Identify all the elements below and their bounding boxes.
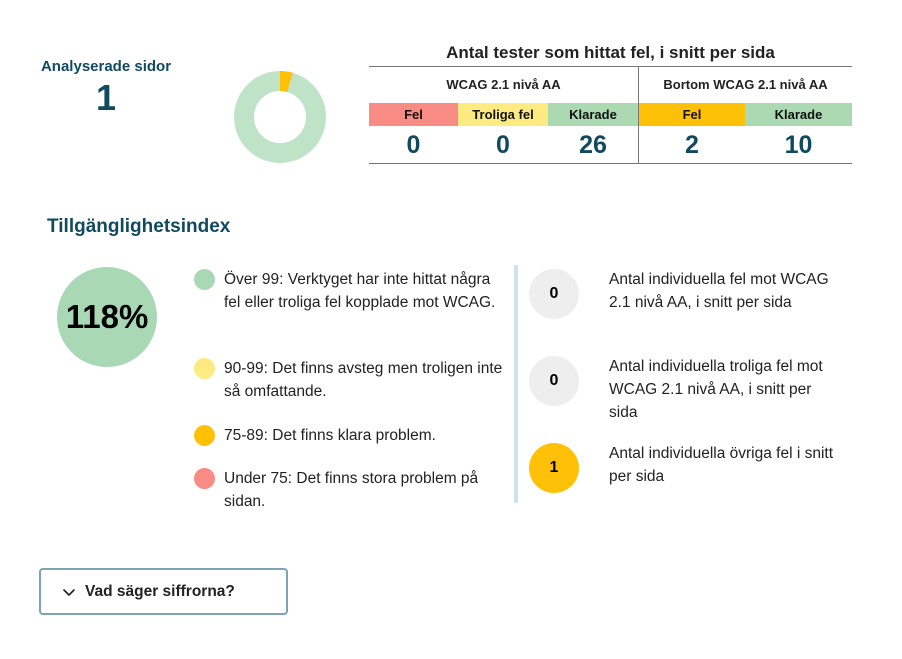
beyond-col-fel: Fel 2 [639, 103, 745, 164]
wcag-klarade-value: 26 [579, 131, 607, 159]
stat-individual-other-errors: 1 Antal individuella övriga fel i snitt … [529, 442, 833, 512]
stat-count-badge: 0 [529, 269, 579, 319]
legend-text: 90-99: Det finns avsteg men troligen int… [224, 360, 503, 400]
divider [514, 265, 518, 503]
beyond-klarade-header: Klarade [745, 103, 852, 126]
analysed-pages-count: 1 [95, 77, 117, 118]
accessibility-index-value: 118% [57, 267, 157, 367]
analysed-pages-label: Analyserade sidor [40, 58, 172, 75]
index-legend: Över 99: Verktyget har inte hittat några… [194, 268, 504, 513]
beyond-fel-header: Fel [639, 103, 745, 126]
beyond-col-klarade: Klarade 10 [745, 103, 852, 164]
stat-individual-likely-errors: 0 Antal individuella troliga fel mot WCA… [529, 355, 829, 425]
stat-text: Antal individuella fel mot WCAG 2.1 nivå… [609, 271, 829, 311]
wcag-fel-header: Fel [369, 103, 458, 126]
tests-table: WCAG 2.1 nivå AA Fel 0 Troliga fel 0 Kla… [369, 66, 852, 164]
donut-fail-segment [234, 71, 326, 163]
wcag-troliga-fel-header: Troliga fel [458, 103, 548, 126]
orange-dot-icon [194, 425, 215, 446]
wcag-col-klarade: Klarade 26 [548, 103, 638, 164]
wcag-group: WCAG 2.1 nivå AA Fel 0 Troliga fel 0 Kla… [369, 67, 638, 164]
tests-title: Antal tester som hittat fel, i snitt per… [446, 43, 775, 62]
chevron-down-icon [63, 588, 75, 596]
analysed-pages: Analyserade sidor 1 [40, 58, 172, 119]
stat-text: Antal individuella troliga fel mot WCAG … [609, 358, 823, 421]
stat-count-badge: 1 [529, 443, 579, 493]
green-dot-icon [194, 269, 215, 290]
wcag-troliga-fel-value: 0 [496, 131, 510, 159]
stat-count-badge: 0 [529, 356, 579, 406]
legend-item: 75-89: Det finns klara problem. [194, 424, 504, 467]
legend-item: 90-99: Det finns avsteg men troligen int… [194, 357, 504, 424]
red-dot-icon [194, 468, 215, 489]
wcag-klarade-header: Klarade [548, 103, 638, 126]
legend-text: Över 99: Verktyget har inte hittat några… [224, 271, 496, 311]
beyond-wcag-group: Bortom WCAG 2.1 nivå AA Fel 2 Klarade 10 [638, 67, 852, 164]
donut-pass-segment [234, 71, 326, 163]
accessibility-index-title: Tillgänglighetsindex [47, 216, 231, 237]
what-do-numbers-mean-label: Vad säger siffrorna? [85, 582, 235, 600]
results-donut-chart [234, 71, 326, 163]
beyond-fel-value: 2 [685, 131, 699, 159]
legend-text: Under 75: Det finns stora problem på sid… [224, 470, 479, 510]
stat-individual-errors: 0 Antal individuella fel mot WCAG 2.1 ni… [529, 268, 829, 338]
wcag-col-troliga-fel: Troliga fel 0 [458, 103, 548, 164]
beyond-wcag-group-title: Bortom WCAG 2.1 nivå AA [663, 77, 828, 92]
legend-item: Under 75: Det finns stora problem på sid… [194, 467, 504, 513]
wcag-fel-value: 0 [406, 131, 421, 159]
wcag-col-fel: Fel 0 [369, 103, 458, 164]
what-do-numbers-mean-button[interactable]: Vad säger siffrorna? [39, 568, 288, 615]
stat-text: Antal individuella övriga fel i snitt pe… [609, 445, 834, 485]
wcag-group-title: WCAG 2.1 nivå AA [446, 77, 561, 92]
beyond-klarade-value: 10 [784, 131, 813, 159]
legend-item: Över 99: Verktyget har inte hittat några… [194, 268, 504, 357]
legend-text: 75-89: Det finns klara problem. [224, 427, 436, 444]
yellow-dot-icon [194, 358, 215, 379]
